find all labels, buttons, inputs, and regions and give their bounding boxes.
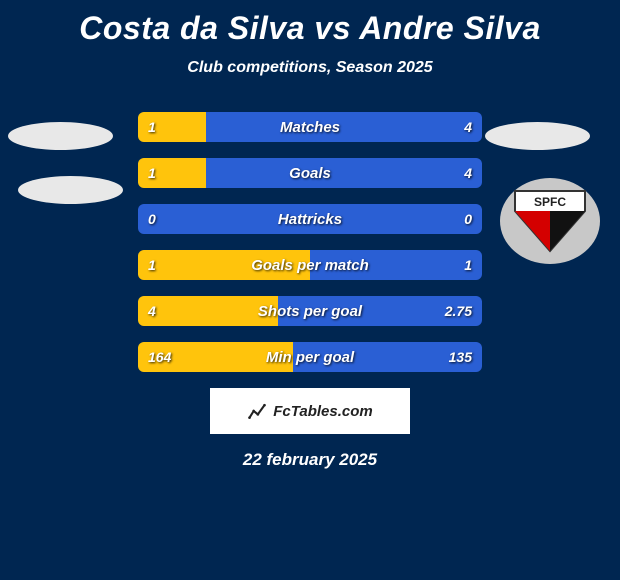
stat-label: Min per goal: [138, 342, 482, 372]
stat-label: Hattricks: [138, 204, 482, 234]
stat-row: 14Matches: [138, 112, 482, 142]
stat-row: 164135Min per goal: [138, 342, 482, 372]
stat-row: 14Goals: [138, 158, 482, 188]
page-subtitle: Club competitions, Season 2025: [0, 59, 620, 77]
stat-row: 11Goals per match: [138, 250, 482, 280]
watermark-text: FcTables.com: [273, 403, 372, 420]
stats-comparison-area: 14Matches 14Goals 00Hattricks 11Goals per m…: [0, 112, 620, 372]
chart-icon: [247, 401, 267, 421]
stat-label: Matches: [138, 112, 482, 142]
page-title: Costa da Silva vs Andre Silva: [0, 0, 620, 47]
date-text: 22 february 2025: [0, 450, 620, 470]
stat-label: Goals: [138, 158, 482, 188]
stat-label: Goals per match: [138, 250, 482, 280]
stat-row: 00Hattricks: [138, 204, 482, 234]
stat-label: Shots per goal: [138, 296, 482, 326]
watermark-box: FcTables.com: [210, 388, 410, 434]
stat-row: 42.75Shots per goal: [138, 296, 482, 326]
